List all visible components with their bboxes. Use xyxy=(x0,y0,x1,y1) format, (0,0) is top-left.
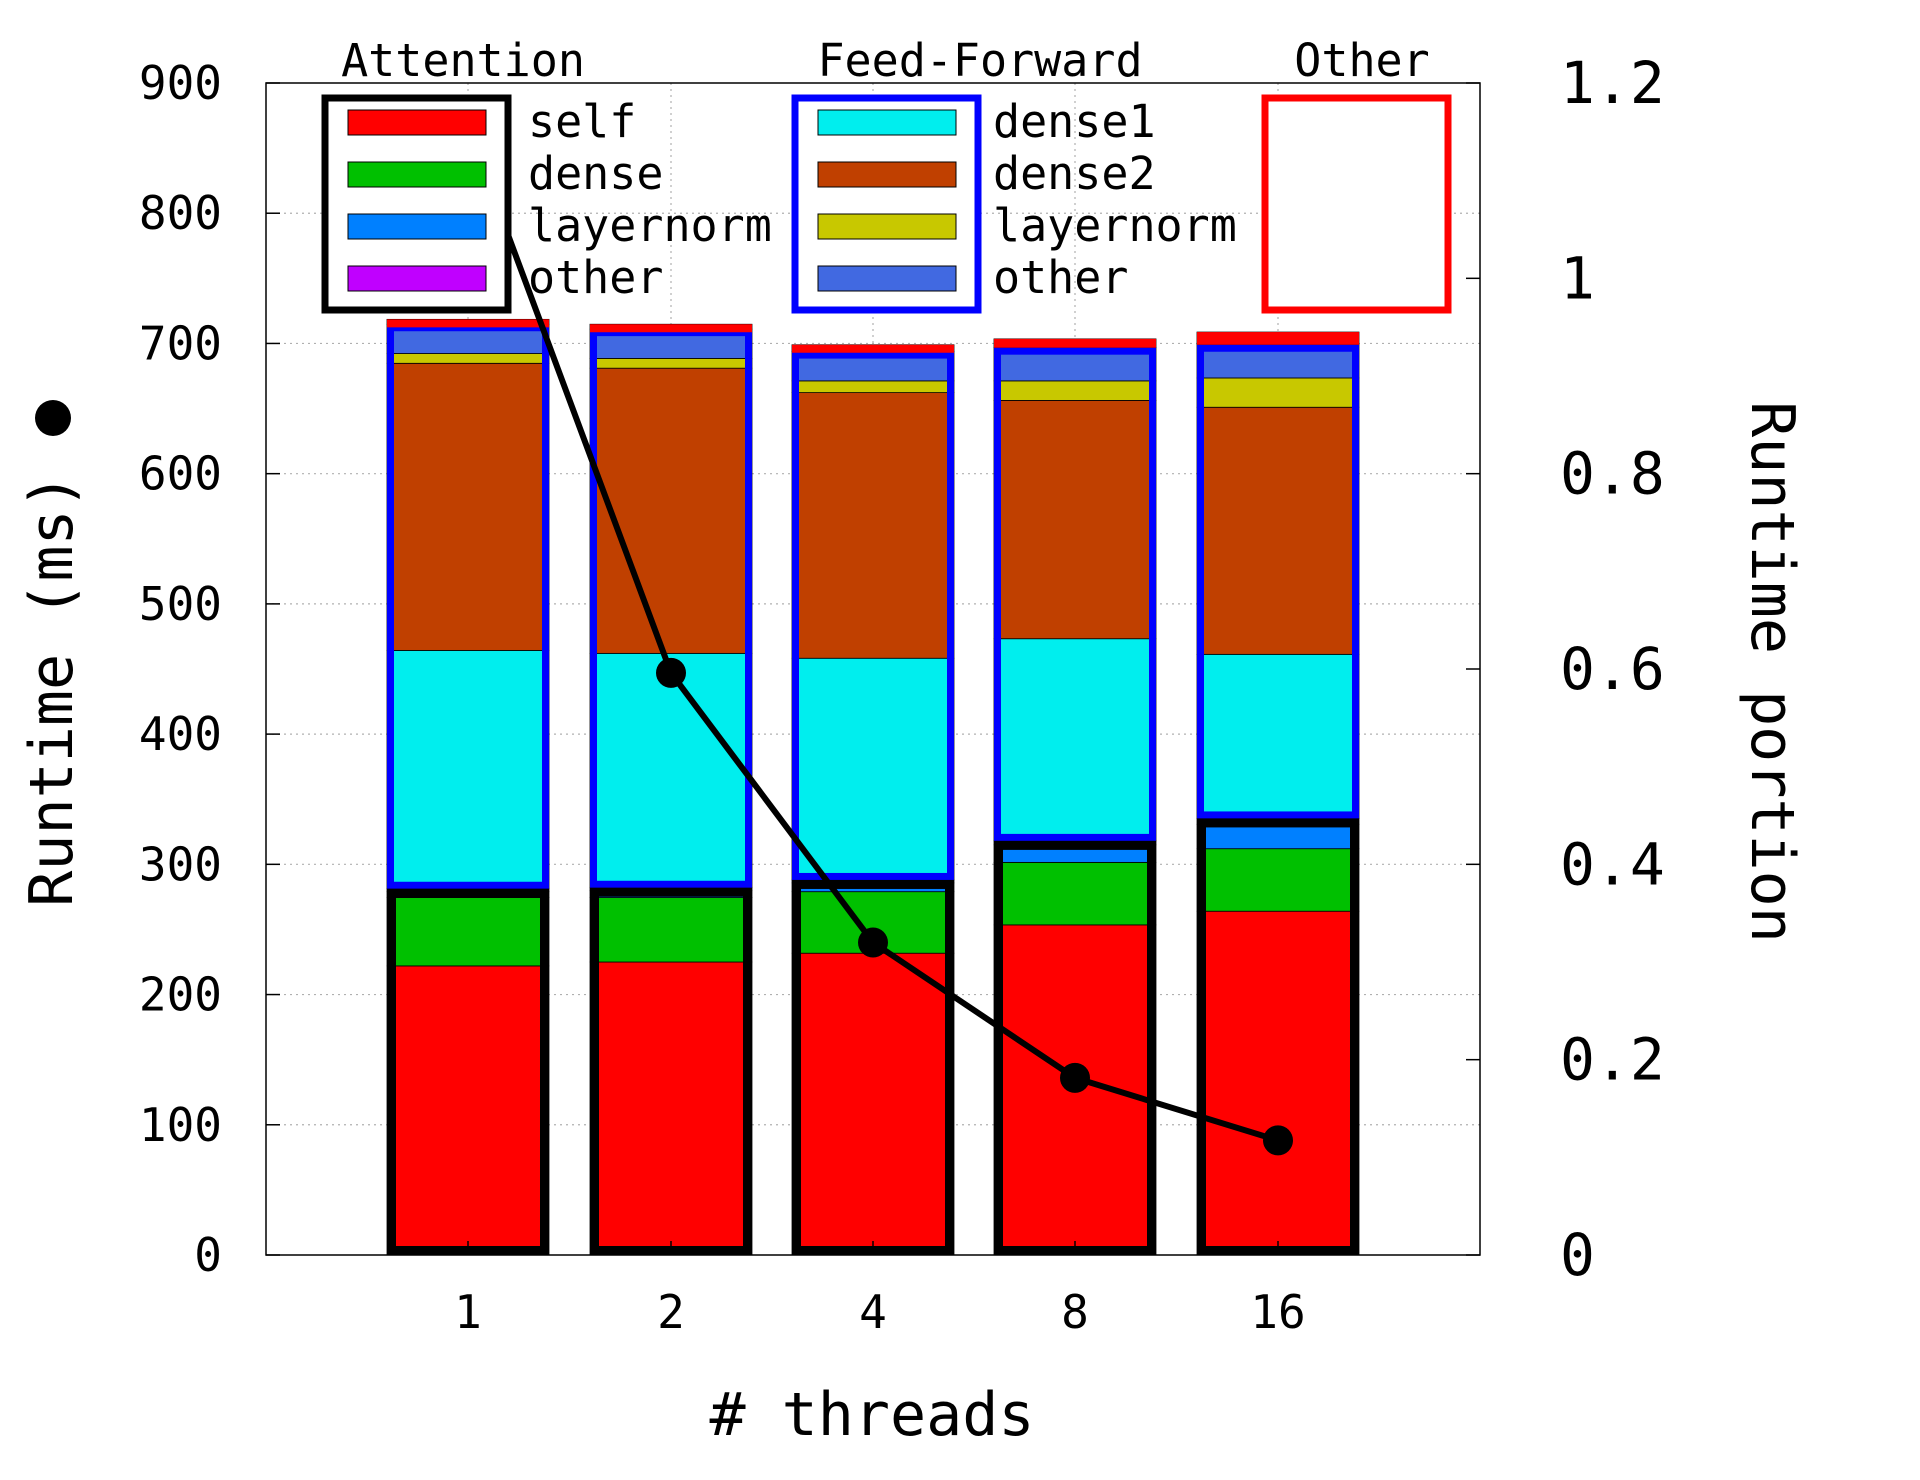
bar-group-outline-2 xyxy=(994,338,1156,348)
bar-segment-layernorm xyxy=(993,380,1157,401)
bar-group-outline-2 xyxy=(1197,332,1359,345)
bar-group-outline-1 xyxy=(387,324,549,889)
y2-axis-label: Runtime portion xyxy=(1737,401,1807,943)
legend-swatch xyxy=(817,161,957,188)
y-tick-label: 900 xyxy=(139,56,222,110)
bar-group-outline-2 xyxy=(387,319,549,328)
x-tick-label: 16 xyxy=(1250,1285,1305,1339)
legend-entry-label: dense1 xyxy=(993,95,1156,148)
bar-segment-self xyxy=(589,961,753,1256)
y-axis-label: Runtime (ms) xyxy=(17,473,87,906)
x-tick-label: 8 xyxy=(1061,1285,1089,1339)
y-axis-label-marker xyxy=(35,400,71,436)
bar-segment-self xyxy=(1196,910,1360,1256)
y-tick-label: 700 xyxy=(139,316,222,370)
y2-tick-label: 0.6 xyxy=(1560,635,1665,703)
legend-swatch xyxy=(347,213,487,240)
y-tick-label: 0 xyxy=(194,1228,222,1282)
axis-ticks: 0 100 200 300 400 500 600 700 800 900 1 2 4 8 16 0 0.2 0.… xyxy=(139,49,1665,1339)
bar-segment-dense2 xyxy=(589,367,753,654)
x-tick-label: 1 xyxy=(454,1285,482,1339)
x-tick-label: 2 xyxy=(657,1285,685,1339)
y2-tick-label: 1.2 xyxy=(1560,49,1665,117)
bar-group-outline-1 xyxy=(792,351,954,880)
legend-swatch xyxy=(347,265,487,292)
legend: AttentionselfdenselayernormotherFeed-For… xyxy=(321,34,1452,314)
legend-swatch xyxy=(817,265,957,292)
y2-tick-label: 1 xyxy=(1560,244,1595,312)
y-tick-label: 300 xyxy=(139,837,222,891)
bar-group-outline-1 xyxy=(590,329,752,888)
runtime-point xyxy=(656,657,686,688)
legend-swatch xyxy=(817,109,957,136)
bar-group-outline-1 xyxy=(994,347,1156,841)
y2-tick-label: 0.4 xyxy=(1560,830,1665,898)
bar-segment-dense xyxy=(386,897,550,967)
bar-segment-dense1 xyxy=(589,652,753,889)
y-tick-label: 600 xyxy=(139,447,222,501)
bar-segment-dense1 xyxy=(993,638,1157,842)
legend-entry-label: self xyxy=(528,95,636,148)
runtime-point xyxy=(1060,1062,1090,1093)
bar-segment-dense2 xyxy=(1196,406,1360,655)
bar-segment-dense xyxy=(993,861,1157,926)
legend-entry-label: other xyxy=(993,251,1128,304)
legend-swatch xyxy=(347,161,487,188)
bar-segment-self xyxy=(386,965,550,1256)
y2-tick-label: 0.8 xyxy=(1560,440,1665,508)
y-tick-label: 400 xyxy=(139,707,222,761)
legend-group-title: Other xyxy=(1294,34,1429,87)
legend-entry-label: dense xyxy=(528,147,663,200)
bar-segment-self xyxy=(791,952,955,1256)
x-tick-label: 4 xyxy=(859,1285,887,1339)
y-tick-label: 800 xyxy=(139,186,222,240)
legend-group-title: Attention xyxy=(341,34,585,87)
y-axis-label-group: Runtime (ms) xyxy=(17,400,87,907)
y2-tick-label: 0.2 xyxy=(1560,1026,1665,1094)
legend-entry-label: layernorm xyxy=(528,199,772,252)
bar-segment-dense xyxy=(1196,848,1360,912)
y-tick-label: 200 xyxy=(139,968,222,1022)
runtime-point xyxy=(858,927,888,958)
bar-segment-layernorm xyxy=(1196,823,1360,850)
legend-entry-label: dense2 xyxy=(993,147,1156,200)
legend-swatch xyxy=(347,109,487,136)
bar-group-outline-2 xyxy=(792,344,954,353)
bar-segment-dense1 xyxy=(386,650,550,890)
bar-segment-layernorm xyxy=(589,358,753,369)
stacked-bars xyxy=(386,318,1360,1256)
bar-segment-dense2 xyxy=(791,392,955,659)
legend-swatch xyxy=(817,213,957,240)
bar-segment-layernorm xyxy=(791,380,955,394)
legend-group-title: Feed-Forward xyxy=(817,34,1142,87)
bar-group-outline-1 xyxy=(1197,344,1359,819)
bar-segment-layernorm xyxy=(1196,377,1360,408)
x-axis-label: # threads xyxy=(709,1380,1034,1450)
bar-segment-dense1 xyxy=(791,657,955,881)
bar-segment-dense2 xyxy=(386,362,550,651)
y-tick-label: 100 xyxy=(139,1098,222,1152)
y2-tick-label: 0 xyxy=(1560,1221,1595,1289)
bar-segment-layernorm xyxy=(386,353,550,364)
runtime-point xyxy=(1263,1125,1293,1156)
legend-group-box xyxy=(1261,94,1452,314)
y-tick-label: 500 xyxy=(139,577,222,631)
bar-segment-dense1 xyxy=(1196,653,1360,819)
bar-segment-dense2 xyxy=(993,400,1157,640)
legend-entry-label: layernorm xyxy=(993,199,1237,252)
legend-entry-label: other xyxy=(528,251,663,304)
bar-segment-dense xyxy=(589,897,753,963)
bar-group-outline-2 xyxy=(590,324,752,333)
